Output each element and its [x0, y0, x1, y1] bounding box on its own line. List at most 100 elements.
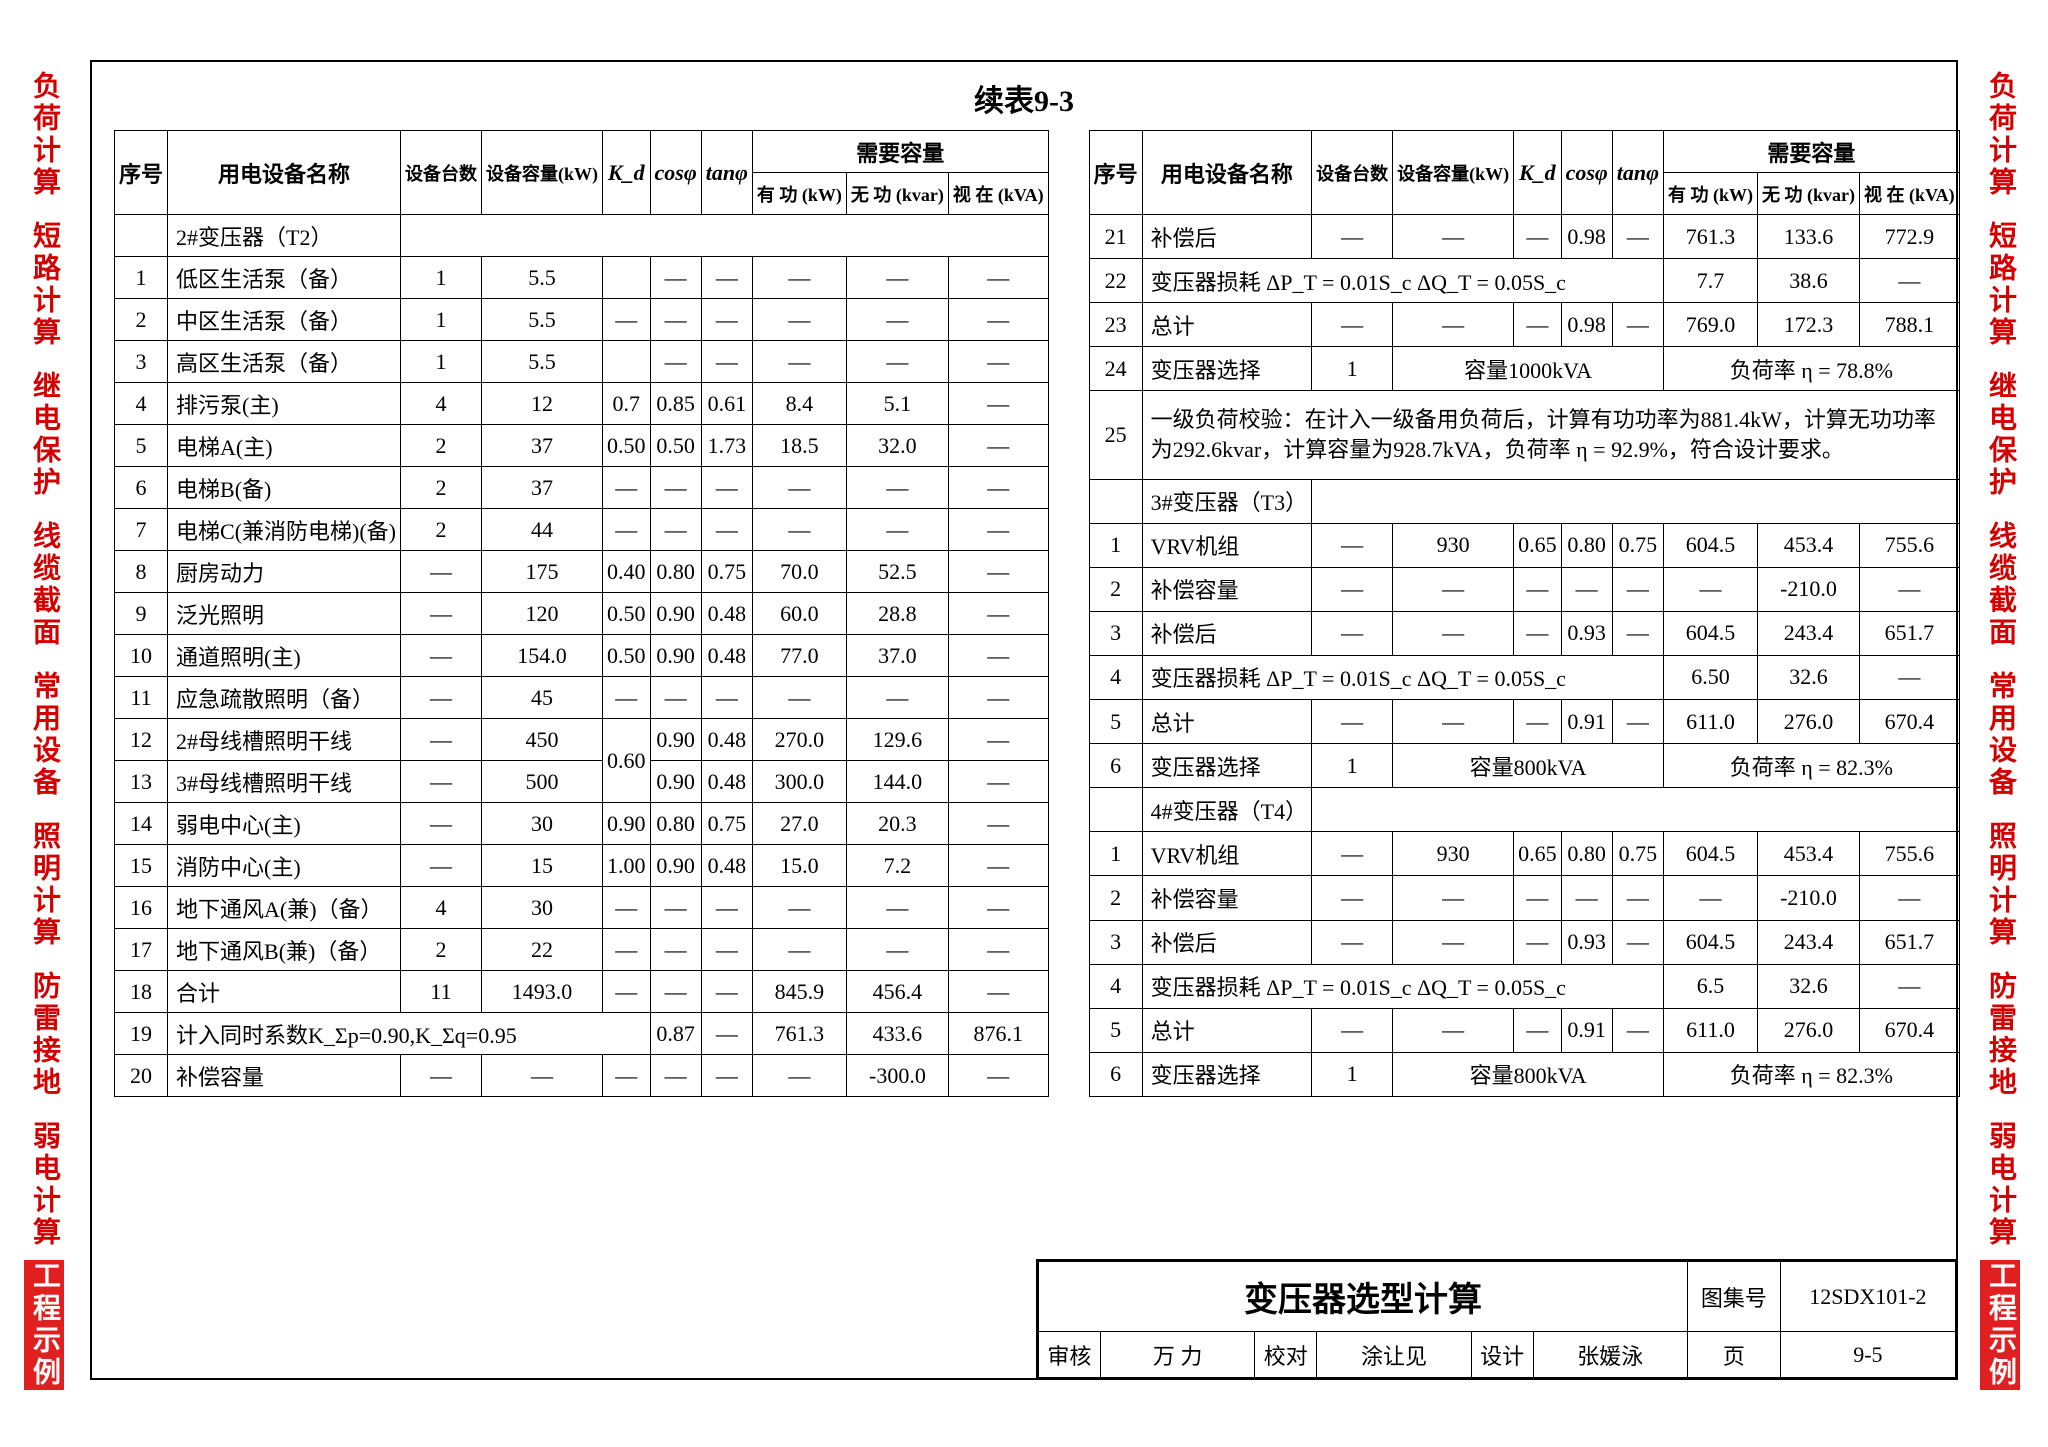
h-cos: cosφ — [650, 131, 701, 215]
h-seq-r: 序号 — [1089, 131, 1142, 215]
tab-light-r: 照明计算 — [1980, 810, 2020, 960]
tab-example-r: 工程示例 — [1980, 1260, 2020, 1390]
table-row: 2补偿容量——————-210.0— — [1089, 567, 1959, 611]
right-side-tabs: 负荷计算 短路计算 继电保护 线缆截面 常用设备 照明计算 防雷接地 弱电计算 … — [1980, 60, 2024, 1390]
table-row: 24变压器选择1容量1000kVA负荷率 η = 78.8% — [1089, 347, 1959, 391]
h-need: 需要容量 — [752, 131, 1048, 173]
table-row: 3补偿后———0.93—604.5243.4651.7 — [1089, 920, 1959, 964]
proof-label: 校对 — [1255, 1332, 1317, 1378]
tab-relay: 继电保护 — [24, 360, 64, 510]
h-s-r: 视 在 (kVA) — [1860, 173, 1960, 215]
left-table-head: 序号 用电设备名称 设备台数 设备容量(kW) K_d cosφ tanφ 需要… — [115, 131, 1049, 215]
table-row: 1低区生活泵（备）15.5————— — [115, 257, 1049, 299]
table-row: 2#变压器（T2） — [115, 215, 1049, 257]
table-row: 10通道照明(主)—154.00.500.900.4877.037.0— — [115, 635, 1049, 677]
h-qty: 设备台数 — [401, 131, 482, 215]
h-tan: tanφ — [701, 131, 752, 215]
table-row: 5总计———0.91—611.0276.0670.4 — [1089, 700, 1959, 744]
table-row: 22变压器损耗 ΔP_T = 0.01S_c ΔQ_T = 0.05S_c7.7… — [1089, 259, 1959, 303]
title-block-table: 变压器选型计算 图集号 12SDX101-2 审核 万 力 校对 涂让见 设计 … — [1038, 1261, 1956, 1378]
table-row: 4变压器损耗 ΔP_T = 0.01S_c ΔQ_T = 0.05S_c6.53… — [1089, 964, 1959, 1008]
table-row: 11应急疏散照明（备）—45—————— — [115, 677, 1049, 719]
tab-weak: 弱电计算 — [24, 1110, 64, 1260]
table-row: 2补偿容量——————-210.0— — [1089, 876, 1959, 920]
table-row: 3#变压器（T3） — [1089, 479, 1959, 523]
table-row: 9泛光照明—1200.500.900.4860.028.8— — [115, 593, 1049, 635]
table-row: 21补偿后———0.98—761.3133.6772.9 — [1089, 215, 1959, 259]
table-row: 4排污泵(主)4120.70.850.618.45.1— — [115, 383, 1049, 425]
table-row: 2中区生活泵（备）15.5—————— — [115, 299, 1049, 341]
table-row: 6电梯B(备)237—————— — [115, 467, 1049, 509]
h-qty-r: 设备台数 — [1312, 131, 1393, 215]
table-row: 17地下通风B(兼)（备）222—————— — [115, 929, 1049, 971]
page-label: 页 — [1688, 1332, 1781, 1378]
right-table: 序号 用电设备名称 设备台数 设备容量(kW) K_d cosφ tanφ 需要… — [1089, 130, 1960, 1097]
h-name-r: 用电设备名称 — [1142, 131, 1311, 215]
table-title: 续表9-3 — [92, 76, 1956, 120]
table-row: 7电梯C(兼消防电梯)(备)244—————— — [115, 509, 1049, 551]
table-row: 3高区生活泵（备）15.5————— — [115, 341, 1049, 383]
proof-value: 涂让见 — [1317, 1332, 1472, 1378]
h-seq: 序号 — [115, 131, 168, 215]
table-row: 16地下通风A(兼)（备）430—————— — [115, 887, 1049, 929]
h-tan-r: tanφ — [1612, 131, 1663, 215]
table-row: 5电梯A(主)2370.500.501.7318.532.0— — [115, 425, 1049, 467]
h-kd: K_d — [603, 131, 651, 215]
title-block: 变压器选型计算 图集号 12SDX101-2 审核 万 力 校对 涂让见 设计 … — [1036, 1259, 1956, 1378]
h-p-r: 有 功 (kW) — [1664, 173, 1758, 215]
table-row: 3补偿后———0.93—604.5243.4651.7 — [1089, 611, 1959, 655]
page-value: 9-5 — [1780, 1332, 1955, 1378]
right-table-body: 21补偿后———0.98—761.3133.6772.922变压器损耗 ΔP_T… — [1089, 215, 1959, 1097]
table-row: 6变压器选择1容量800kVA负荷率 η = 82.3% — [1089, 1052, 1959, 1096]
table-row: 1VRV机组—9300.650.800.75604.5453.4755.6 — [1089, 523, 1959, 567]
h-cos-r: cosφ — [1561, 131, 1612, 215]
tab-weak-r: 弱电计算 — [1980, 1110, 2020, 1260]
left-table: 序号 用电设备名称 设备台数 设备容量(kW) K_d cosφ tanφ 需要… — [114, 130, 1049, 1097]
atlas-value: 12SDX101-2 — [1780, 1262, 1955, 1332]
drawing-frame: 续表9-3 序号 用电设备名称 设备台数 设备容量(kW) K_d cosφ t… — [90, 60, 1958, 1380]
design-label: 设计 — [1471, 1332, 1533, 1378]
h-cap: 设备容量(kW) — [482, 131, 603, 215]
tab-short: 短路计算 — [24, 210, 64, 360]
table-row: 4#变压器（T4） — [1089, 788, 1959, 832]
table-row: 19计入同时系数K_Σp=0.90,K_Σq=0.950.87—761.3433… — [115, 1013, 1049, 1055]
tab-lightning: 防雷接地 — [24, 960, 64, 1110]
table-row: 15消防中心(主)—151.000.900.4815.07.2— — [115, 845, 1049, 887]
tab-equip-r: 常用设备 — [1980, 660, 2020, 810]
tab-lightning-r: 防雷接地 — [1980, 960, 2020, 1110]
tab-cable: 线缆截面 — [24, 510, 64, 660]
h-need-r: 需要容量 — [1664, 131, 1960, 173]
table-row: 23总计———0.98—769.0172.3788.1 — [1089, 303, 1959, 347]
table-row: 18合计111493.0———845.9456.4— — [115, 971, 1049, 1013]
table-row: 122#母线槽照明干线—4500.600.900.48270.0129.6— — [115, 719, 1049, 761]
table-row: 133#母线槽照明干线—5000.900.48300.0144.0— — [115, 761, 1049, 803]
drawing-title: 变压器选型计算 — [1039, 1262, 1688, 1332]
table-row: 1VRV机组—9300.650.800.75604.5453.4755.6 — [1089, 832, 1959, 876]
table-row: 14弱电中心(主)—300.900.800.7527.020.3— — [115, 803, 1049, 845]
h-p: 有 功 (kW) — [752, 173, 846, 215]
design-value: 张媛泳 — [1533, 1332, 1688, 1378]
left-table-body: 2#变压器（T2）1低区生活泵（备）15.5—————2中区生活泵（备）15.5… — [115, 215, 1049, 1097]
h-q-r: 无 功 (kvar) — [1758, 173, 1860, 215]
table-row: 8厨房动力—1750.400.800.7570.052.5— — [115, 551, 1049, 593]
table-row: 6变压器选择1容量800kVA负荷率 η = 82.3% — [1089, 744, 1959, 788]
tab-load: 负荷计算 — [24, 60, 64, 210]
table-row: 4变压器损耗 ΔP_T = 0.01S_c ΔQ_T = 0.05S_c6.50… — [1089, 655, 1959, 699]
h-s: 视 在 (kVA) — [948, 173, 1048, 215]
h-cap-r: 设备容量(kW) — [1393, 131, 1514, 215]
tab-load-r: 负荷计算 — [1980, 60, 2020, 210]
table-row: 25一级负荷校验：在计入一级备用负荷后，计算有功功率为881.4kW，计算无功功… — [1089, 391, 1959, 479]
right-table-head: 序号 用电设备名称 设备台数 设备容量(kW) K_d cosφ tanφ 需要… — [1089, 131, 1959, 215]
table-row: 20补偿容量——————-300.0— — [115, 1055, 1049, 1097]
tables-wrap: 序号 用电设备名称 设备台数 设备容量(kW) K_d cosφ tanφ 需要… — [114, 130, 1938, 1097]
tab-short-r: 短路计算 — [1980, 210, 2020, 360]
h-name: 用电设备名称 — [168, 131, 401, 215]
left-side-tabs: 负荷计算 短路计算 继电保护 线缆截面 常用设备 照明计算 防雷接地 弱电计算 … — [24, 60, 68, 1390]
check-value: 万 力 — [1100, 1332, 1255, 1378]
tab-relay-r: 继电保护 — [1980, 360, 2020, 510]
check-label: 审核 — [1039, 1332, 1101, 1378]
tab-example: 工程示例 — [24, 1260, 64, 1390]
h-kd-r: K_d — [1514, 131, 1562, 215]
tab-equip: 常用设备 — [24, 660, 64, 810]
tab-cable-r: 线缆截面 — [1980, 510, 2020, 660]
